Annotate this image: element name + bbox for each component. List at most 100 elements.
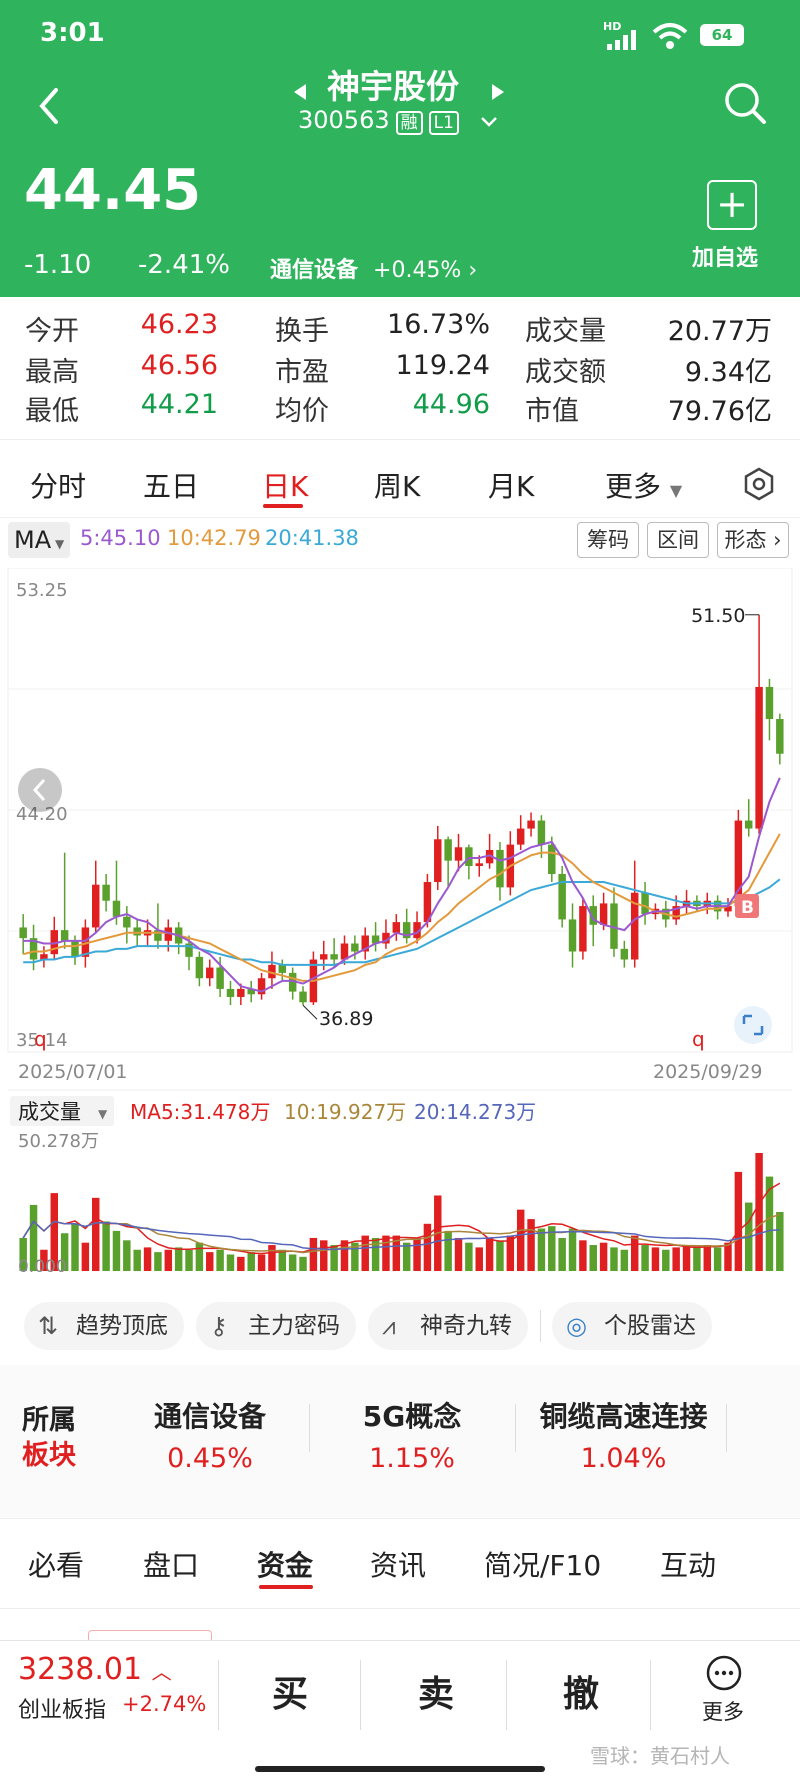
sector-card-name: 5G概念 <box>362 1400 462 1433</box>
volume-bar <box>361 1235 369 1271</box>
tab-news[interactable]: 资讯 <box>370 1549 427 1582</box>
candle-body <box>112 900 121 917</box>
candle-body <box>641 892 649 915</box>
home-indicator <box>255 1766 545 1772</box>
candle-body <box>216 967 224 989</box>
tab-must-see[interactable]: 必看 <box>28 1549 85 1582</box>
buy-signal-marker[interactable] <box>735 894 759 918</box>
sector-card[interactable]: 5G概念 1.15% <box>322 1395 502 1474</box>
stat-value: 119.24 <box>395 350 490 381</box>
more-dots-icon[interactable] <box>705 1654 743 1692</box>
volume-bar <box>724 1242 732 1271</box>
settings-hex-icon[interactable] <box>742 466 776 502</box>
prev-stock-icon[interactable] <box>292 82 308 102</box>
candle-body <box>589 906 597 925</box>
volume-label: 成交量 <box>18 1100 81 1124</box>
candle-body <box>610 903 618 949</box>
search-icon[interactable] <box>724 82 768 126</box>
event-marker-icon[interactable]: q <box>34 1027 47 1051</box>
low-annotation-tick <box>302 1004 318 1020</box>
tab-monthly-k[interactable]: 月K <box>488 470 535 503</box>
add-watchlist-button[interactable]: + <box>707 180 757 230</box>
vol-ma5-line <box>22 1182 781 1255</box>
tab-more[interactable]: 更多 ▼ <box>605 465 682 505</box>
add-watchlist-label[interactable]: 加自选 <box>692 246 759 271</box>
volume-bar <box>351 1242 359 1271</box>
cancel-order-button[interactable]: 撤 <box>563 1674 600 1715</box>
tab-profile-f10[interactable]: 简况/F10 <box>484 1549 602 1582</box>
back-arrow-icon[interactable] <box>36 86 60 126</box>
volume-bar <box>485 1237 494 1271</box>
fullscreen-button[interactable] <box>734 1006 772 1044</box>
main-force-chip[interactable]: ⚷ 主力密码 <box>196 1302 356 1350</box>
index-value[interactable]: 3238.01 ︿ <box>18 1652 172 1687</box>
stat-value: 46.56 <box>140 350 218 381</box>
candle-body <box>548 844 556 875</box>
kline-chart[interactable]: 53.25 44.20 35.14 51.50 36.89 B q q 2025… <box>0 568 800 1288</box>
chart-scroll-left-button[interactable] <box>18 768 62 812</box>
volume-indicator-button[interactable] <box>10 1096 114 1126</box>
buy-button[interactable]: 买 <box>272 1674 309 1715</box>
divider <box>0 517 800 518</box>
volume-bar <box>330 1245 338 1271</box>
ma-indicator-button[interactable]: MA ▼ <box>8 522 70 558</box>
candle-body <box>185 943 193 957</box>
stat-value: 16.73% <box>387 309 490 340</box>
volume-bar <box>102 1221 110 1271</box>
stat-value: 20.77万 <box>667 316 772 347</box>
pattern-button[interactable]: 形态 › <box>717 522 789 558</box>
tab-daily-k[interactable]: 日K <box>262 470 309 503</box>
candle-body <box>133 927 141 936</box>
volume-bar <box>382 1235 390 1271</box>
event-marker-icon[interactable]: q <box>692 1027 705 1051</box>
tab-weekly-k[interactable]: 周K <box>374 470 421 503</box>
caret-down-icon: ▼ <box>669 481 683 500</box>
volume-bar <box>734 1171 743 1271</box>
volume-bar <box>371 1237 380 1271</box>
tab-intraday[interactable]: 分时 <box>30 470 87 503</box>
sector-card-change: 0.45% <box>167 1443 253 1474</box>
index-name: 创业板指 <box>18 1698 107 1723</box>
volume-bar <box>693 1247 701 1271</box>
volume-bar <box>682 1245 691 1271</box>
volume-bar <box>610 1247 618 1271</box>
next-stock-icon[interactable] <box>490 82 506 102</box>
sector-card[interactable]: 铜缆高速连接 1.04% <box>526 1395 721 1474</box>
volume-bar <box>340 1240 349 1271</box>
vol-ma20-value: 20:14.273万 <box>414 1100 536 1124</box>
volume-bar <box>568 1228 577 1271</box>
sector-card[interactable]: 通信设备 0.45% <box>120 1395 300 1474</box>
volume-bar <box>703 1245 711 1271</box>
divider <box>360 1660 361 1730</box>
volume-bar <box>413 1237 421 1271</box>
candle-body <box>247 988 255 995</box>
index-change: +2.74% <box>122 1692 207 1716</box>
candle-body <box>620 948 629 960</box>
trend-top-bottom-chip[interactable]: ⇅ 趋势顶底 <box>24 1302 184 1350</box>
stat-label: 最低 <box>25 396 79 427</box>
volume-bar <box>776 1212 784 1271</box>
stock-radar-chip[interactable]: ◎ 个股雷达 <box>552 1302 712 1350</box>
range-button[interactable]: 区间 <box>647 522 709 558</box>
price-change-pct: -2.41% <box>138 250 230 280</box>
tab-funds[interactable]: 资金 <box>257 1549 314 1582</box>
chips-button[interactable]: 筹码 <box>577 522 639 558</box>
volume-bar <box>309 1237 318 1271</box>
more-label[interactable]: 更多 <box>702 1700 744 1724</box>
radar-icon: ◎ <box>566 1312 587 1340</box>
tab-five-day[interactable]: 五日 <box>143 470 200 503</box>
expand-icon <box>742 1014 764 1036</box>
sector-link[interactable]: 通信设备 +0.45% › <box>270 252 477 284</box>
low-annotation: 36.89 <box>319 1008 373 1030</box>
chevron-right-icon: › <box>468 258 478 283</box>
tab-interaction[interactable]: 互动 <box>660 1549 717 1582</box>
chevron-down-icon[interactable] <box>480 116 498 128</box>
volume-bar <box>164 1249 173 1271</box>
tab-order-book[interactable]: 盘口 <box>143 1549 200 1582</box>
sell-button[interactable]: 卖 <box>418 1674 455 1715</box>
candle-body <box>92 884 100 928</box>
volume-bar <box>558 1237 566 1271</box>
vol-max-label: 50.278万 <box>18 1131 99 1152</box>
volume-bar <box>672 1247 680 1271</box>
magic-nine-chip[interactable]: ⩘ 神奇九转 <box>368 1302 528 1350</box>
